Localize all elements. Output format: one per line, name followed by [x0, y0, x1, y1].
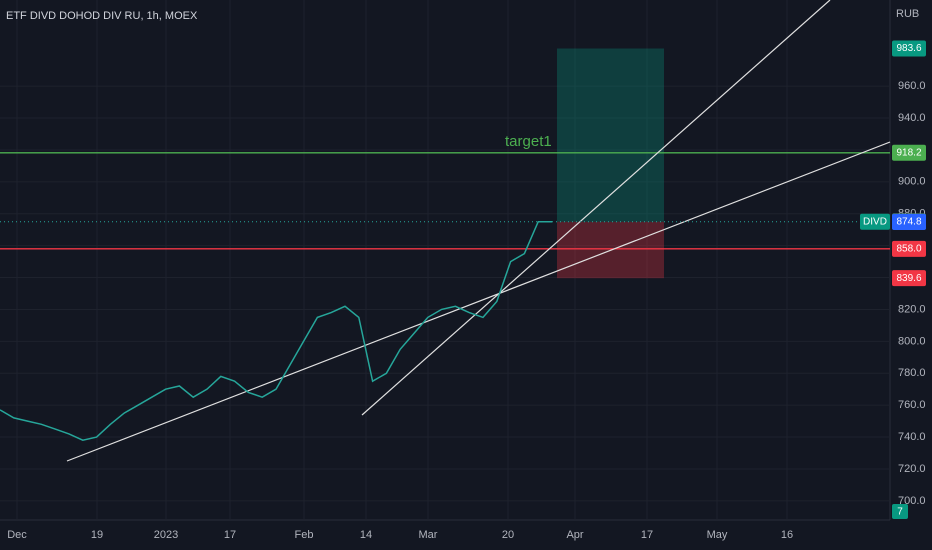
y-tick-label: 820.0 — [898, 303, 926, 315]
chart-title: ETF DIVD DOHOD DIV RU, 1h, MOEX — [6, 10, 198, 22]
y-tick-label: 940.0 — [898, 112, 926, 124]
level-label: target1 — [505, 133, 552, 150]
position-target-zone — [557, 48, 664, 222]
y-tick-label: 800.0 — [898, 335, 926, 347]
price-badge — [892, 40, 926, 57]
y-tick-label: 700.0 — [898, 495, 926, 507]
y-tick-label: 960.0 — [898, 80, 926, 92]
y-tick-label: 740.0 — [898, 431, 926, 443]
volume-badge — [892, 504, 908, 519]
x-tick-label: 2023 — [154, 529, 178, 541]
x-tick-label: Apr — [566, 529, 583, 541]
symbol-badge — [860, 213, 890, 230]
price-badge — [892, 240, 926, 257]
x-tick-label: 17 — [641, 529, 653, 541]
price-badge-label: 839.6 — [896, 273, 921, 284]
volume-badge-label: 7 — [897, 507, 903, 518]
y-tick-label: 780.0 — [898, 367, 926, 379]
price-badge-label: 874.8 — [896, 217, 921, 228]
price-badge-label: 983.6 — [896, 43, 921, 54]
x-tick-label: 17 — [224, 529, 236, 541]
price-line — [0, 220, 552, 441]
currency-label: RUB — [896, 8, 919, 20]
y-tick-label: 760.0 — [898, 399, 926, 411]
x-tick-label: Mar — [419, 529, 438, 541]
x-tick-label: Dec — [7, 529, 27, 541]
y-tick-label: 900.0 — [898, 176, 926, 188]
price-badge-label: 918.2 — [896, 147, 921, 158]
trend-line[interactable] — [361, 0, 831, 416]
x-tick-label: May — [707, 529, 728, 541]
price-badge — [892, 214, 926, 231]
x-tick-label: 14 — [360, 529, 372, 541]
price-badge-label: 858.0 — [896, 243, 921, 254]
symbol-badge-label: DIVD — [863, 216, 887, 227]
x-tick-label: Feb — [295, 529, 314, 541]
price-badge — [892, 144, 926, 161]
x-tick-label: 19 — [91, 529, 103, 541]
x-tick-label: 16 — [781, 529, 793, 541]
price-badge — [892, 270, 926, 287]
y-tick-label: 720.0 — [898, 463, 926, 475]
trend-line[interactable] — [66, 141, 891, 462]
x-tick-label: 20 — [502, 529, 514, 541]
